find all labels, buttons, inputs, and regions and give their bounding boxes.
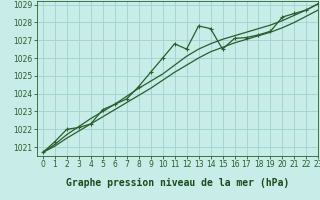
Text: Graphe pression niveau de la mer (hPa): Graphe pression niveau de la mer (hPa) <box>66 178 289 188</box>
